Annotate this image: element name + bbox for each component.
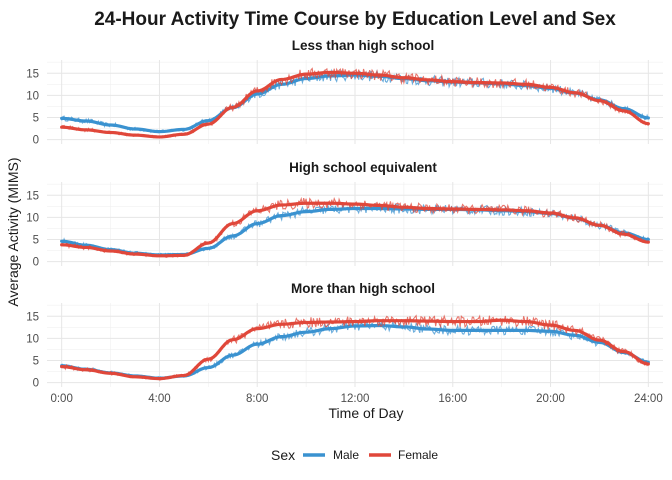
y-tick-label: 5 bbox=[33, 234, 39, 246]
y-tick-label: 0 bbox=[33, 378, 39, 390]
chart-title: 24-Hour Activity Time Course by Educatio… bbox=[94, 9, 616, 30]
x-tick-label: 24:00 bbox=[634, 393, 663, 405]
y-tick-label: 15 bbox=[26, 68, 39, 80]
legend-label-male: Male bbox=[333, 448, 359, 462]
y-axis-title: Average Activity (MIMS) bbox=[5, 157, 21, 306]
y-tick-label: 15 bbox=[26, 190, 39, 202]
x-tick-label: 12:00 bbox=[341, 393, 370, 405]
y-tick-label: 0 bbox=[33, 135, 39, 147]
series-line-female bbox=[60, 318, 650, 381]
y-tick-label: 5 bbox=[33, 112, 39, 124]
y-tick-label: 0 bbox=[33, 257, 39, 269]
x-tick-label: 8:00 bbox=[246, 393, 268, 405]
facet-panel: High school equivalent 0 5 10 15 bbox=[26, 160, 663, 269]
legend: Sex Male Female bbox=[271, 447, 438, 463]
y-tick-label: 5 bbox=[33, 355, 39, 367]
facet-panel: Less than high school 0 5 10 15 bbox=[26, 38, 663, 147]
facet-strip-label: Less than high school bbox=[292, 38, 435, 53]
y-tick-label: 10 bbox=[26, 90, 39, 102]
x-tick-label: 4:00 bbox=[148, 393, 170, 405]
series-line-female bbox=[60, 70, 650, 139]
facet-strip-label: High school equivalent bbox=[289, 160, 437, 175]
facet-strip-label: More than high school bbox=[291, 281, 435, 296]
legend-label-female: Female bbox=[398, 448, 438, 462]
x-tick-label: 16:00 bbox=[438, 393, 467, 405]
x-axis-ticks: 0:00 4:00 8:00 12:00 16:00 20:00 24:00 bbox=[50, 393, 662, 405]
legend-title: Sex bbox=[271, 447, 295, 463]
facet-panel: More than high school 0 5 10 15 bbox=[26, 281, 663, 390]
y-tick-label: 10 bbox=[26, 333, 39, 345]
x-tick-label: 20:00 bbox=[536, 393, 565, 405]
y-tick-label: 10 bbox=[26, 212, 39, 224]
x-tick-label: 0:00 bbox=[50, 393, 72, 405]
y-tick-label: 15 bbox=[26, 311, 39, 323]
series-line-female bbox=[60, 201, 650, 258]
x-axis-title: Time of Day bbox=[329, 405, 404, 421]
